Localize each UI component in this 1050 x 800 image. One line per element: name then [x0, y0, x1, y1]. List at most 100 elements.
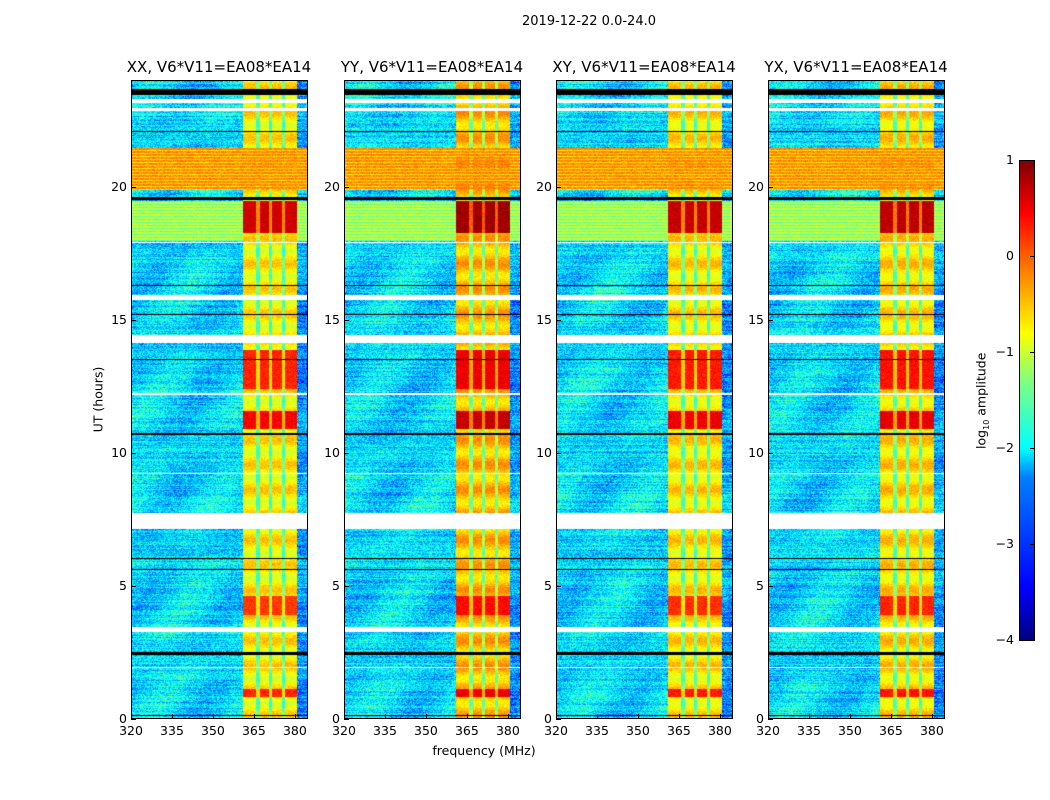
x-tick-label: 320 [119, 723, 143, 738]
y-tick-mark [556, 719, 561, 720]
heatmap-panel-2 [556, 80, 733, 719]
y-tick-mark [131, 319, 136, 321]
colorbar-tick-mark [1030, 448, 1035, 449]
x-tick-mark [212, 714, 214, 719]
y-tick-mark [131, 719, 136, 720]
panel-title: XX, V6*V11=EA08*EA14 [126, 58, 312, 76]
x-tick-mark [294, 714, 296, 719]
heatmap-panel-0 [131, 80, 308, 719]
y-tick-mark [344, 319, 349, 321]
x-tick-mark [556, 714, 557, 719]
y-tick-label: 15 [111, 311, 127, 327]
x-tick-label: 350 [201, 723, 225, 738]
y-tick-label: 0 [332, 711, 340, 726]
x-tick-label: 320 [756, 723, 780, 738]
x-tick-mark [890, 714, 892, 719]
x-tick-label: 335 [585, 723, 609, 738]
y-tick-mark [556, 452, 561, 454]
heatmap-image [132, 81, 307, 718]
x-tick-mark [171, 714, 173, 719]
x-tick-mark [596, 714, 598, 719]
x-tick-label: 380 [495, 723, 520, 738]
y-tick-label: 20 [536, 178, 552, 194]
panel-title: XY, V6*V11=EA08*EA14 [552, 58, 736, 76]
x-tick-mark [931, 714, 933, 719]
x-tick-label: 320 [544, 723, 568, 738]
x-tick-label: 335 [373, 723, 397, 738]
colorbar-tick-label: 1 [1006, 152, 1014, 167]
colorbar-label-suffix: amplitude [973, 352, 989, 420]
x-tick-mark [384, 714, 386, 719]
heatmap-image [345, 81, 520, 718]
colorbar-tick-mark [1030, 256, 1035, 257]
y-tick-mark [556, 319, 561, 321]
x-tick-mark [507, 714, 509, 719]
heatmap-image [557, 81, 732, 718]
x-axis-label: frequency (MHz) [432, 743, 536, 758]
y-tick-label: 5 [119, 577, 127, 593]
y-tick-mark [344, 452, 349, 454]
y-tick-label: 10 [111, 444, 127, 460]
x-tick-mark [344, 714, 345, 719]
y-tick-label: 15 [324, 311, 340, 327]
colorbar [1019, 160, 1035, 641]
x-tick-mark [678, 714, 680, 719]
y-tick-mark [131, 186, 136, 188]
y-tick-label: 5 [332, 577, 340, 593]
y-tick-mark [768, 452, 773, 454]
colorbar-label: log10 amplitude [973, 341, 991, 461]
y-tick-mark [344, 585, 349, 587]
x-tick-label: 380 [919, 723, 944, 738]
y-tick-mark [768, 186, 773, 188]
colorbar-tick-mark [1030, 160, 1035, 161]
colorbar-tick-mark [1030, 544, 1035, 545]
x-tick-label: 365 [878, 723, 903, 738]
y-tick-mark [768, 719, 773, 720]
x-tick-mark [253, 714, 255, 719]
y-axis-label: UT (hours) [90, 366, 106, 433]
x-tick-mark [768, 714, 769, 719]
colorbar-tick-label: 0 [1006, 248, 1014, 263]
y-tick-mark [768, 319, 773, 321]
y-tick-label: 10 [324, 444, 340, 460]
x-tick-mark [719, 714, 721, 719]
y-tick-mark [131, 452, 136, 454]
y-tick-label: 5 [756, 577, 764, 593]
y-tick-mark [344, 719, 349, 720]
colorbar-label-sub: 10 [981, 419, 991, 430]
x-tick-label: 335 [797, 723, 821, 738]
x-tick-label: 365 [666, 723, 691, 738]
x-tick-label: 350 [838, 723, 862, 738]
y-tick-label: 20 [324, 178, 340, 194]
x-tick-label: 365 [454, 723, 479, 738]
x-tick-mark [849, 714, 851, 719]
x-tick-label: 380 [282, 723, 307, 738]
x-tick-label: 335 [160, 723, 184, 738]
y-tick-label: 0 [756, 711, 764, 726]
heatmap-panel-1 [344, 80, 521, 719]
colorbar-tick-label: −3 [995, 536, 1014, 551]
colorbar-label-log: log [973, 429, 989, 449]
y-tick-mark [556, 585, 561, 587]
y-tick-mark [131, 585, 136, 587]
y-tick-mark [344, 186, 349, 188]
x-tick-mark [466, 714, 468, 719]
x-tick-mark [425, 714, 427, 719]
x-tick-label: 365 [241, 723, 266, 738]
x-tick-label: 350 [626, 723, 650, 738]
y-tick-label: 20 [748, 178, 764, 194]
x-tick-mark [808, 714, 810, 719]
panel-title: YX, V6*V11=EA08*EA14 [764, 58, 948, 76]
y-tick-mark [556, 186, 561, 188]
y-tick-label: 20 [111, 178, 127, 194]
x-tick-label: 380 [707, 723, 732, 738]
x-tick-mark [637, 714, 639, 719]
y-tick-label: 10 [536, 444, 552, 460]
y-tick-mark [768, 585, 773, 587]
y-tick-label: 15 [536, 311, 552, 327]
x-tick-label: 350 [414, 723, 438, 738]
colorbar-tick-mark [1030, 352, 1035, 353]
y-tick-label: 0 [119, 711, 127, 726]
colorbar-tick-label: −4 [995, 632, 1014, 647]
panel-title: YY, V6*V11=EA08*EA14 [340, 58, 524, 76]
